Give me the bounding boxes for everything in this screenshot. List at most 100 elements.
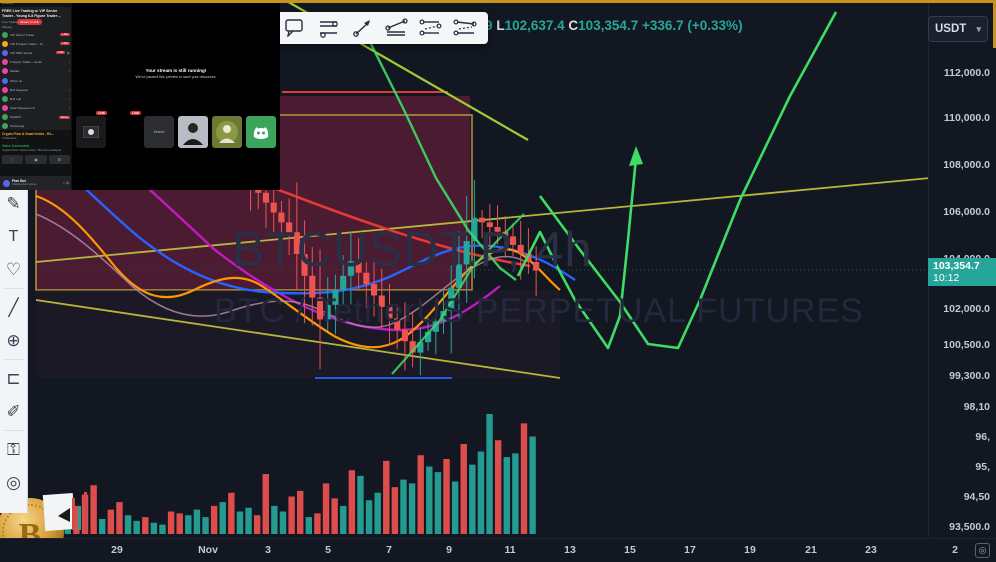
volume-bar (133, 520, 140, 534)
candle-body (455, 264, 463, 288)
discord-member-row[interactable]: HarkiFX Meme (0, 113, 71, 122)
currency-select[interactable]: USDT ▾ (928, 16, 988, 42)
time-label-11: 21 (805, 544, 817, 556)
discord-live-pill: Stream is LIVE (17, 19, 42, 25)
time-scale[interactable]: ◎ 29 Nov 3 5 7 9 11 13 15 17 19 21 23 2 (0, 538, 996, 562)
discord-member-icon[interactable]: ♪ (68, 87, 70, 92)
zoom-tool-icon[interactable]: ⊕ (6, 330, 21, 350)
drawing-toolbar[interactable]: ✎ T ♡ ╱ ⊕ ⊏ ✐ ⚿ ◎ (0, 183, 28, 513)
discord-member-name: Mokka (10, 69, 20, 74)
discord-member-name: VIP Senior Trader (10, 32, 35, 37)
toolbar-separator (3, 359, 24, 360)
brush-tool-icon[interactable]: ✎ (6, 193, 21, 213)
volume-bar (99, 519, 106, 534)
volume-bar (520, 423, 528, 534)
candle-body (309, 275, 316, 298)
discord-voice-sub: Crypto Flow / Smart Index / Mon-Sun Anal… (2, 148, 61, 152)
lock-tool-icon[interactable]: ⚿ (7, 439, 20, 459)
price-scale[interactable]: 112,000.0110,000.0108,000.0106,000.0104,… (928, 0, 996, 538)
time-label-0: 29 (111, 544, 123, 556)
discord-member-row[interactable]: Bull Lab ♪ (0, 94, 71, 103)
live-badge: LIVE (96, 111, 107, 115)
callout-tool-icon[interactable] (278, 13, 312, 43)
magnet-tool-icon[interactable]: ⊏ (6, 368, 21, 388)
live-badge: LIVE (130, 111, 141, 115)
volume-bar (305, 517, 313, 534)
volume-bar (314, 513, 321, 534)
measure-tool-icon[interactable]: ╱ (8, 297, 19, 317)
drawing-tools-popup[interactable] (272, 12, 488, 44)
candle-body (486, 222, 493, 228)
volume-bar (469, 464, 476, 534)
discord-member-icon[interactable]: ♪ (68, 69, 70, 74)
discord-voice-controls[interactable]: ⬚ ▣ ☰ (2, 155, 70, 164)
flat-top-bottom-icon[interactable] (448, 13, 482, 43)
discord-member-list[interactable]: VIP Senior Trader LIVE VIP 6 Figure Trader… (0, 30, 71, 159)
discord-member-name: Onderway (10, 124, 25, 129)
candle-body (262, 192, 270, 203)
discord-member-icon[interactable]: ♪ (68, 106, 70, 111)
discord-member-row[interactable]: VIP Senior Trader LIVE (0, 30, 71, 39)
time-label-4: 7 (386, 544, 392, 556)
discord-member-icon[interactable]: ♪ (68, 60, 70, 65)
discord-user-panel[interactable]: Pian Bot Sharing their screen ⌕ ⚙ (0, 176, 71, 190)
candle-body (409, 341, 416, 353)
discord-member-row[interactable]: Bell Squeeze ♪ (0, 85, 71, 94)
avatar-thumb-2[interactable] (212, 116, 242, 148)
discord-member-row[interactable]: Mokka ♪ (0, 67, 71, 76)
trend-angle-tool-icon[interactable] (380, 13, 414, 43)
text-tool-icon[interactable]: T (8, 227, 19, 245)
discord-member-avatar (2, 77, 8, 84)
volume-bar (297, 490, 304, 534)
arrow-tool-icon[interactable] (346, 13, 380, 43)
stream-thumbnail-strip[interactable]: LIVE LIVE Search (74, 111, 278, 153)
volume-bar (262, 474, 269, 534)
stream-preview-overlay[interactable]: Your stream is still running! We've paus… (72, 0, 280, 190)
disjoint-channel-icon[interactable] (414, 13, 448, 43)
price-label-7: 99,300.0 (949, 370, 990, 382)
discord-member-row[interactable]: Whoo Jo (0, 76, 71, 85)
last-price-value: 103,354.7 (933, 260, 980, 272)
volume-bar (176, 513, 183, 534)
volume-bar (426, 466, 433, 534)
eraser-tool-icon[interactable]: ✐ (6, 401, 21, 421)
discord-titlebar[interactable]: Discord (0, 0, 71, 7)
volume-bar (90, 485, 97, 534)
discord-logo-thumb[interactable] (246, 116, 276, 148)
volume-bar (529, 436, 536, 534)
window-thumb[interactable]: Search (144, 116, 174, 148)
volume-bar (331, 498, 338, 534)
hide-tool-icon[interactable]: ◎ (6, 472, 21, 492)
candle-body (340, 275, 347, 291)
discord-member-row[interactable]: Chart Squeeze Hi ♪ (0, 104, 71, 113)
discord-member-badge: Meme (58, 115, 70, 119)
time-label-3: 5 (325, 544, 331, 556)
candle-body (370, 284, 378, 296)
discord-member-row[interactable]: Onderway (0, 122, 71, 131)
discord-channel-name[interactable]: Crypto Flow & Smart Index - Ro... (2, 132, 55, 136)
discord-voice-button-0[interactable]: ⬚ (2, 155, 24, 164)
price-label-11: 94,50 (963, 491, 990, 503)
volume-bar (322, 483, 330, 534)
avatar-thumb-1[interactable] (178, 116, 208, 148)
price-range-tool-icon[interactable] (312, 13, 346, 43)
discord-window[interactable]: Discord FREE Live Trading w. VIP Senior … (0, 0, 72, 190)
discord-user-icons[interactable]: ⌕ ⚙ (63, 181, 69, 185)
small-dot-thumb[interactable]: LIVE (110, 111, 141, 148)
time-label-10: 19 (744, 544, 756, 556)
discord-member-icon[interactable]: ♪ (68, 96, 70, 101)
price-label-8: 98,10 (963, 401, 990, 413)
screen-share-thumb[interactable]: LIVE (76, 111, 107, 148)
discord-voice-button-2[interactable]: ☰ (48, 155, 70, 164)
timezone-icon[interactable]: ◎ (975, 543, 990, 558)
discord-voice-button-1[interactable]: ▣ (25, 155, 47, 164)
volume-bar (512, 453, 519, 534)
discord-member-icon[interactable]: ▶ (67, 50, 70, 55)
volume-bar (365, 500, 373, 534)
discord-member-row[interactable]: 5 Figure Trader - Justin ♪ (0, 58, 71, 67)
emoji-tool-icon[interactable]: ♡ (5, 259, 22, 279)
volume-bar (193, 509, 201, 534)
discord-member-row[interactable]: VIP 6 Figure Trader - Jo LIVE (0, 39, 71, 48)
discord-member-row[interactable]: VIP SMC Senior LIVE ▶ (0, 48, 71, 57)
last-price-badge: 103,354.7 10:12 (928, 258, 996, 286)
